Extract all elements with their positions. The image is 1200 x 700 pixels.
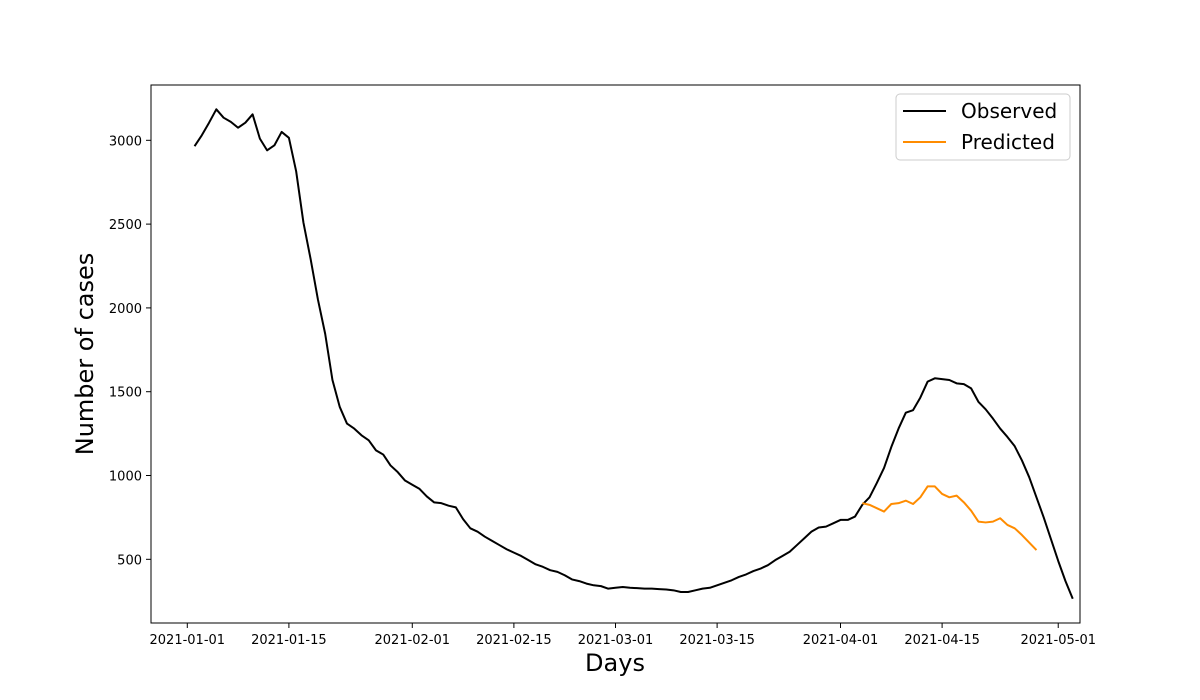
legend-label-predicted: Predicted [961,130,1055,154]
series-layer [193,108,1074,600]
y-tick-label: 1500 [109,386,142,401]
series-line-observed [193,108,1074,600]
legend-label-observed: Observed [961,99,1057,123]
series-line-predicted [862,485,1038,551]
y-tick-label: 2500 [109,218,142,233]
x-tick-label: 2021-01-15 [251,633,327,648]
x-tick-label: 2021-04-15 [904,633,980,648]
x-tick-label: 2021-03-01 [578,633,654,648]
x-tick-label: 2021-04-01 [803,633,879,648]
x-axis-ticks: 2021-01-01 2021-01-15 2021-02-01 2021-02-15… [150,623,1096,648]
y-tick-label: 2000 [109,302,142,317]
y-tick-label: 500 [117,553,142,568]
plot-frame [150,84,1081,624]
x-axis-title: Days [585,649,645,677]
x-tick-label: 2021-03-15 [679,633,755,648]
legend: Observed Predicted [895,93,1071,161]
y-tick-label: 3000 [109,134,142,149]
x-tick-label: 2021-02-15 [476,633,552,648]
y-tick-label: 1000 [109,470,142,485]
x-tick-label: 2021-01-01 [150,633,226,648]
plot-background [151,85,1080,623]
y-axis-ticks: 500 1000 1500 2000 2500 3000 [109,134,151,568]
x-tick-label: 2021-05-01 [1020,633,1096,648]
y-axis-title: Number of cases [71,253,99,455]
x-tick-label: 2021-02-01 [375,633,451,648]
